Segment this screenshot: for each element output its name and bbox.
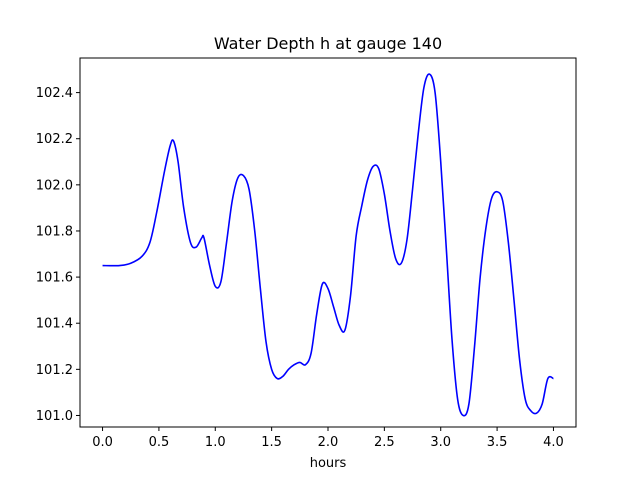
- y-tick-label: 101.2: [36, 363, 73, 378]
- x-tick-label: 2.5: [374, 435, 395, 450]
- y-tick-label: 101.6: [36, 271, 73, 286]
- plot-area: [102, 73, 554, 417]
- series-line-0: [102, 73, 554, 417]
- x-tick-label: 0.0: [92, 435, 113, 450]
- y-tick-label: 101.4: [36, 317, 73, 332]
- x-tick-label: 3.0: [430, 435, 451, 450]
- x-tick-label: 3.5: [487, 435, 508, 450]
- x-axis: 0.0 0.5 1.0 1.5 2.0 2.5 3.0 3.5 4.0: [92, 427, 564, 450]
- y-tick-label: 102.0: [36, 178, 73, 193]
- x-tick-label: 0.5: [149, 435, 170, 450]
- x-tick-label: 1.5: [261, 435, 282, 450]
- y-tick-label: 101.0: [36, 409, 73, 424]
- x-tick-label: 1.0: [205, 435, 226, 450]
- chart-title: Water Depth h at gauge 140: [214, 34, 442, 53]
- x-tick-label: 4.0: [543, 435, 564, 450]
- x-tick-label: 2.0: [318, 435, 339, 450]
- y-tick-label: 102.4: [36, 86, 73, 101]
- y-tick-label: 101.8: [36, 224, 73, 239]
- x-axis-label: hours: [310, 456, 347, 471]
- axes-frame: [79, 57, 577, 428]
- y-tick-label: 102.2: [36, 132, 73, 147]
- y-axis: 101.0 101.2 101.4 101.6 101.8 102.0 102.2 102.4: [36, 86, 80, 424]
